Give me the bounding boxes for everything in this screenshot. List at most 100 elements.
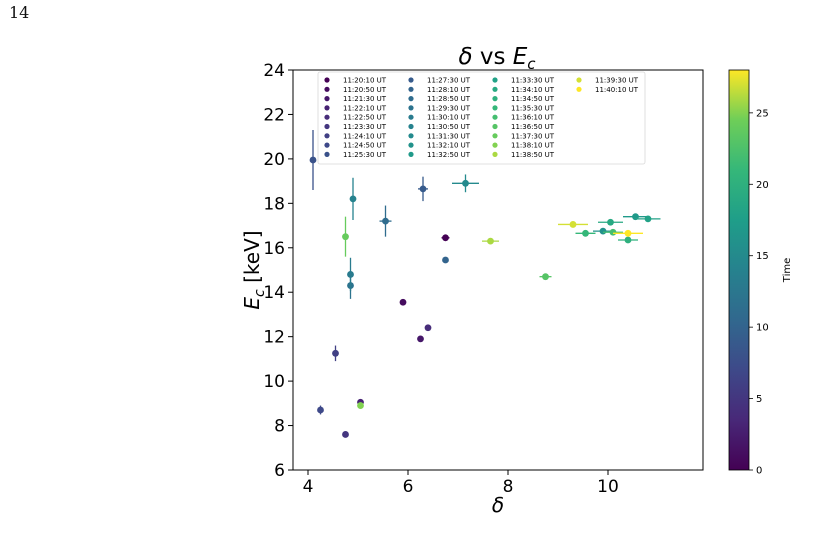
- colorbar-tick-label: 20: [756, 180, 769, 191]
- legend-entry-label: 11:22:50 UT: [343, 114, 387, 122]
- legend-marker: [324, 133, 330, 139]
- data-point: [582, 229, 589, 237]
- legend-marker: [408, 114, 414, 120]
- legend-entry-label: 11:28:10 UT: [427, 86, 471, 94]
- y-tick-label: 20: [263, 150, 285, 170]
- data-point: [309, 156, 317, 164]
- legend-entry-label: 11:31:30 UT: [427, 132, 471, 140]
- data-point: [609, 228, 617, 236]
- legend-entry-label: 11:29:30 UT: [427, 104, 471, 112]
- data-point: [442, 256, 449, 264]
- x-axis-label: δ: [492, 493, 504, 517]
- y-tick-label: 24: [263, 61, 285, 81]
- colorbar-label: Time: [782, 258, 793, 283]
- legend-entry-label: 11:20:10 UT: [343, 77, 387, 85]
- legend-entry-label: 11:30:50 UT: [427, 123, 471, 131]
- data-point: [349, 195, 357, 203]
- y-tick-label: 12: [263, 328, 285, 348]
- title-part-b: vs: [473, 44, 513, 70]
- legend-marker: [324, 151, 330, 157]
- legend-entry-label: 11:24:50 UT: [343, 142, 387, 150]
- data-point: [382, 217, 389, 225]
- legend-entry-label: 11:21:30 UT: [343, 95, 387, 103]
- data-point: [317, 406, 324, 414]
- data-point: [417, 335, 424, 343]
- legend-marker: [408, 105, 414, 111]
- legend-entry-label: 11:23:30 UT: [343, 123, 387, 131]
- legend-marker: [324, 105, 330, 111]
- legend-marker: [492, 151, 498, 157]
- legend-marker: [492, 105, 498, 111]
- y-tick-label: 6: [274, 461, 285, 481]
- y-tick-label: 18: [263, 194, 285, 214]
- legend-marker: [324, 77, 330, 83]
- y-axis: 6 8 10 12 14 16 18 20 22 24: [263, 61, 293, 481]
- data-point: [644, 215, 652, 223]
- ylabel-subscript: c: [252, 289, 268, 297]
- ylabel-part-a: E: [240, 297, 264, 310]
- legend-marker: [408, 123, 414, 130]
- title-subscript: c: [527, 55, 536, 73]
- title-part-c: E: [513, 44, 528, 70]
- legend-entry-label: 11:36:50 UT: [511, 123, 555, 131]
- data-point: [624, 229, 632, 237]
- data-point: [607, 218, 614, 226]
- legend-entry-label: 11:25:30 UT: [343, 151, 387, 159]
- data-point: [599, 227, 607, 235]
- legend-entry-label: 11:38:10 UT: [511, 142, 555, 150]
- data-point: [332, 349, 339, 357]
- data-point: [399, 298, 407, 306]
- legend-marker: [492, 96, 498, 102]
- data-point: [342, 233, 349, 241]
- legend-entry-label: 11:30:10 UT: [427, 114, 471, 122]
- colorbar-tick-label: 5: [756, 394, 762, 405]
- legend-entry-label: 11:32:10 UT: [427, 142, 471, 150]
- data-point: [569, 221, 577, 228]
- colorbar-ticks: 0 5 10 15 20 25: [749, 108, 769, 477]
- legend-marker: [324, 114, 330, 120]
- data-point: [442, 234, 449, 242]
- legend-marker: [408, 133, 414, 139]
- legend-marker: [408, 142, 414, 148]
- colorbar-tick-label: 15: [756, 251, 769, 262]
- legend-marker: [492, 133, 498, 139]
- legend-marker: [492, 86, 498, 92]
- legend-marker: [408, 151, 414, 157]
- legend-marker: [492, 123, 498, 130]
- colorbar-tick-label: 10: [756, 323, 769, 334]
- colorbar-tick-label: 0: [756, 466, 762, 477]
- data-point: [342, 431, 349, 438]
- legend-marker: [324, 86, 330, 92]
- legend-entry-label: 11:27:30 UT: [427, 77, 471, 85]
- legend-marker: [408, 96, 414, 102]
- colorbar-tick-label: 25: [756, 108, 769, 119]
- data-point: [462, 179, 469, 187]
- chart-title: δ vs Ec: [458, 44, 536, 73]
- legend-entry-label: 11:33:30 UT: [511, 77, 555, 85]
- data-point: [624, 236, 632, 244]
- ylabel-part-b: [keV]: [240, 230, 264, 289]
- legend-entry-label: 11:32:50 UT: [427, 151, 471, 159]
- legend-entry-label: 11:34:10 UT: [511, 86, 555, 94]
- legend-marker: [324, 142, 330, 148]
- x-axis: 4 6 8 10: [303, 470, 619, 497]
- legend-marker: [408, 86, 414, 92]
- title-part-a: δ: [458, 44, 472, 70]
- legend-marker: [576, 86, 582, 92]
- legend-marker: [492, 142, 498, 148]
- x-tick-label: 8: [503, 477, 514, 497]
- legend-entry-label: 11:40:10 UT: [595, 86, 639, 94]
- legend-marker: [324, 123, 330, 130]
- legend-entry-label: 11:24:10 UT: [343, 132, 387, 140]
- colorbar: [728, 69, 750, 471]
- data-point: [419, 185, 427, 193]
- plot-frame: [292, 69, 704, 471]
- legend-marker: [408, 77, 414, 83]
- data-point: [357, 402, 364, 409]
- x-tick-label: 4: [303, 477, 314, 497]
- data-points: [309, 130, 661, 438]
- data-point: [424, 324, 432, 332]
- page-number: 14: [9, 3, 30, 22]
